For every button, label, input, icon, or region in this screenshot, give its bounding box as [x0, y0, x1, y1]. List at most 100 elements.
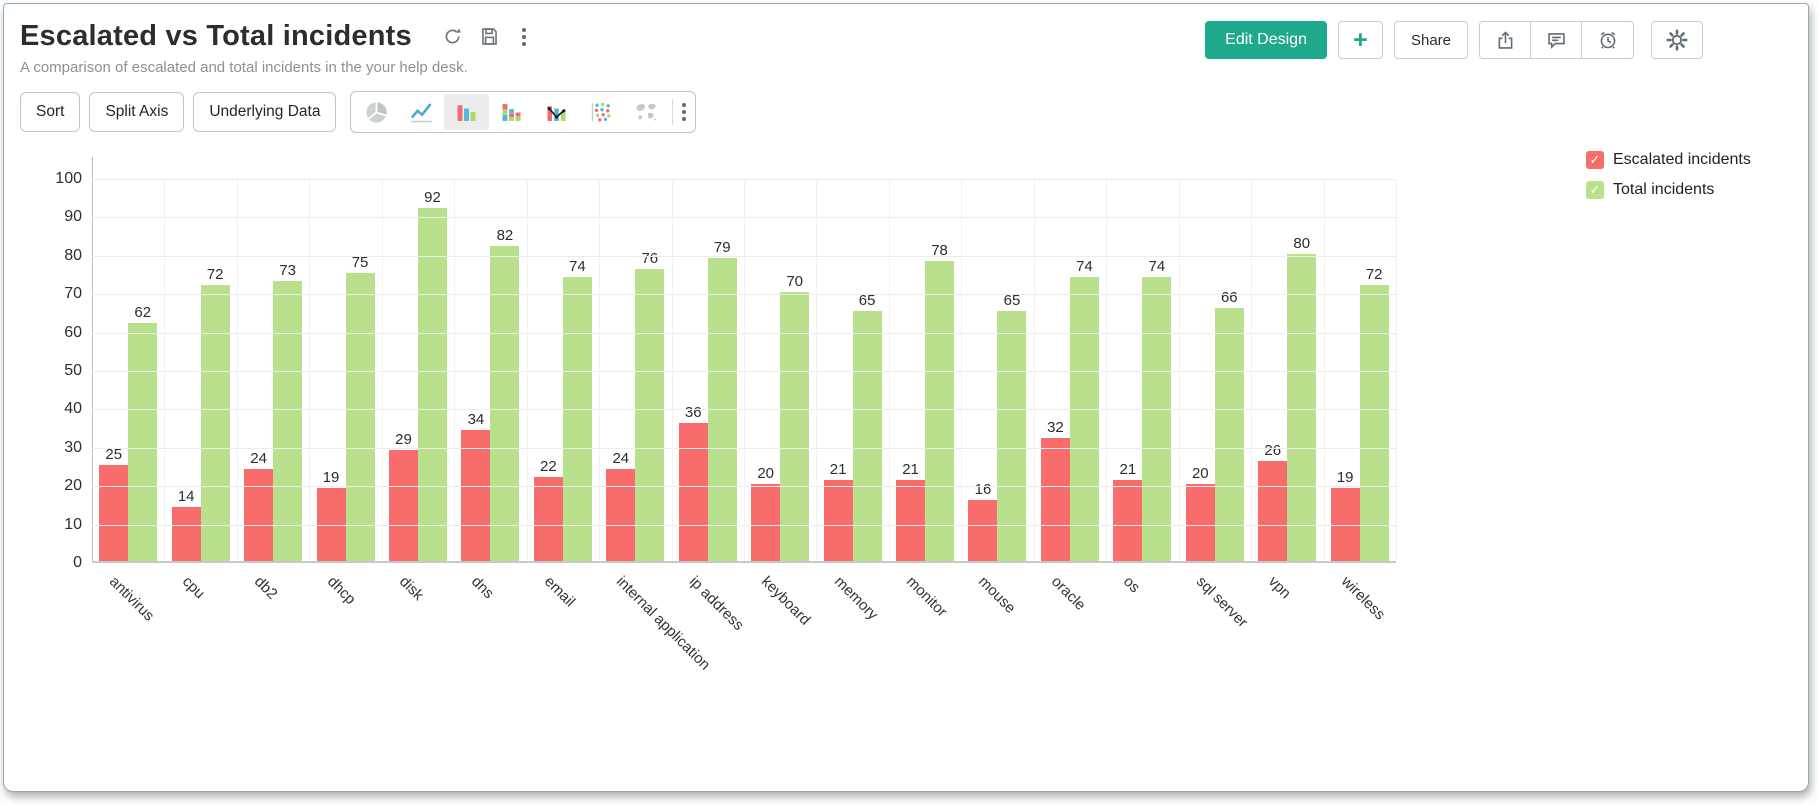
bar-escalated-incidents-db2[interactable]	[244, 468, 274, 561]
bar-escalated-incidents-ip-address[interactable]	[678, 422, 708, 561]
bar-value-label: 82	[496, 227, 514, 245]
category-group-mouse: 16 65 mouse	[961, 179, 1033, 617]
split-axis-button[interactable]: Split Axis	[89, 92, 185, 132]
bar-total-incidents-email[interactable]	[562, 276, 592, 561]
gridline-x-18	[1396, 179, 1397, 561]
category-group-oracle: 32 74 oracle	[1034, 179, 1106, 614]
bar-escalated-incidents-keyboard[interactable]	[751, 484, 781, 561]
x-axis-label-cpu: cpu	[178, 573, 208, 603]
bar-value-label: 36	[684, 403, 702, 421]
bar-value-label: 24	[612, 449, 630, 467]
map-chart-icon[interactable]	[624, 94, 669, 130]
scatter-chart-icon[interactable]	[579, 94, 624, 130]
bar-total-incidents-sql-server[interactable]	[1214, 307, 1244, 561]
add-button[interactable]: +	[1337, 21, 1383, 59]
bar-escalated-incidents-os[interactable]	[1113, 480, 1143, 561]
bar-escalated-incidents-internal-application[interactable]	[606, 468, 636, 561]
bar-total-incidents-dhcp[interactable]	[345, 273, 375, 561]
category-group-wireless: 19 72 wireless	[1323, 179, 1395, 623]
bar-total-incidents-vpn[interactable]	[1287, 253, 1317, 561]
share-button[interactable]: Share	[1393, 21, 1468, 59]
header: Escalated vs Total incidents	[4, 4, 1808, 76]
gridline-x-14	[1106, 179, 1108, 561]
bar-total-incidents-disk[interactable]	[417, 207, 447, 561]
line-chart-icon[interactable]	[399, 94, 444, 130]
bar-escalated-incidents-vpn[interactable]	[1258, 461, 1288, 561]
export-button[interactable]	[1480, 22, 1531, 58]
settings-button[interactable]	[1651, 21, 1703, 59]
bar-total-incidents-ip-address[interactable]	[707, 257, 737, 561]
bar-wrap: 16	[968, 480, 998, 561]
bar-escalated-incidents-cpu[interactable]	[171, 507, 201, 561]
legend-item-escalated-incidents[interactable]: ✓ Escalated incidents	[1586, 151, 1751, 169]
more-options-icon[interactable]	[516, 26, 532, 48]
bar-wrap: 66	[1214, 288, 1244, 561]
comment-icon	[1546, 30, 1567, 51]
refresh-icon[interactable]	[442, 26, 463, 47]
bar-wrap: 25	[99, 447, 129, 561]
pie-chart-icon[interactable]	[354, 94, 399, 130]
bar-total-incidents-memory[interactable]	[852, 311, 882, 561]
bar-wrap: 82	[490, 227, 520, 561]
y-axis-tick-label: 60	[64, 323, 82, 341]
sort-button[interactable]: Sort	[20, 92, 81, 132]
bar-wrap: 76	[635, 251, 665, 561]
bar-escalated-incidents-mouse[interactable]	[968, 499, 998, 561]
bar-escalated-incidents-monitor[interactable]	[896, 480, 926, 561]
bar-escalated-incidents-oracle[interactable]	[1040, 438, 1070, 561]
header-icon-group	[1479, 21, 1634, 59]
underlying-data-button[interactable]: Underlying Data	[193, 92, 337, 132]
bar-total-incidents-antivirus[interactable]	[128, 322, 158, 561]
gridline-x-11	[888, 179, 890, 561]
bar-value-label: 66	[1220, 288, 1238, 306]
category-group-antivirus: 25 62 antivirus	[92, 179, 164, 625]
bar-total-incidents-cpu[interactable]	[200, 284, 230, 561]
bar-total-incidents-wireless[interactable]	[1359, 284, 1389, 561]
bar-escalated-incidents-sql-server[interactable]	[1185, 484, 1215, 561]
bar-value-label: 16	[974, 480, 992, 498]
edit-design-button[interactable]: Edit Design	[1205, 21, 1327, 59]
bar-escalated-incidents-email[interactable]	[533, 476, 563, 561]
gridline-x-17	[1323, 179, 1325, 561]
bar-total-incidents-internal-application[interactable]	[635, 269, 665, 561]
bar-total-incidents-mouse[interactable]	[997, 311, 1027, 561]
bar-wrap: 74	[1142, 259, 1172, 561]
bar-wrap: 21	[1113, 462, 1143, 561]
bar-wrap: 26	[1258, 443, 1288, 561]
bar-total-incidents-dns[interactable]	[490, 246, 520, 561]
bar-escalated-incidents-wireless[interactable]	[1330, 488, 1360, 561]
bar-wrap: 21	[896, 462, 926, 561]
bar-total-incidents-os[interactable]	[1142, 276, 1172, 561]
gridline-x-16	[1251, 179, 1253, 561]
bar-value-label: 73	[279, 261, 296, 279]
bar-escalated-incidents-disk[interactable]	[388, 449, 418, 561]
bar-wrap: 29	[388, 432, 418, 561]
gridline-x-9	[744, 179, 745, 561]
bar-total-incidents-db2[interactable]	[273, 280, 303, 561]
x-axis-label-dns: dns	[468, 573, 498, 603]
legend-item-total-incidents[interactable]: ✓ Total incidents	[1586, 181, 1751, 199]
x-axis-label-keyboard: keyboard	[758, 573, 814, 629]
bar-value-label: 20	[757, 465, 774, 483]
bar-wrap: 70	[780, 274, 810, 561]
bar-total-incidents-monitor[interactable]	[925, 261, 955, 561]
comments-button[interactable]	[1531, 22, 1582, 58]
bar-wrap: 73	[273, 261, 303, 561]
bar-escalated-incidents-antivirus[interactable]	[99, 465, 129, 561]
category-group-vpn: 26 80 vpn	[1251, 179, 1323, 602]
gridline-x-13	[1033, 179, 1035, 561]
category-group-db2: 24 73 db2	[237, 179, 309, 603]
bar-escalated-incidents-memory[interactable]	[823, 480, 853, 561]
bar-total-incidents-oracle[interactable]	[1069, 276, 1099, 561]
legend-checkbox: ✓	[1586, 181, 1604, 199]
bar-chart-icon[interactable]	[444, 94, 490, 130]
alarm-clock-icon	[1597, 29, 1619, 51]
combo-chart-icon[interactable]	[534, 94, 579, 130]
bar-escalated-incidents-dns[interactable]	[461, 430, 491, 561]
more-chart-types-icon[interactable]	[676, 101, 692, 123]
bar-total-incidents-keyboard[interactable]	[780, 292, 810, 561]
bar-escalated-incidents-dhcp[interactable]	[316, 488, 346, 561]
stacked-bar-chart-icon[interactable]	[489, 94, 534, 130]
save-icon[interactable]	[479, 26, 500, 47]
schedule-button[interactable]	[1582, 22, 1633, 58]
